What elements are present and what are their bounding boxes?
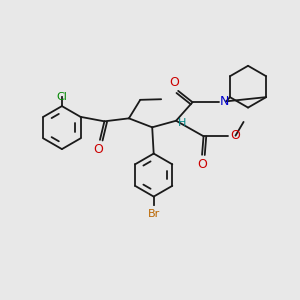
Text: Br: Br <box>148 208 160 218</box>
Text: O: O <box>169 76 178 89</box>
Text: N: N <box>220 94 230 107</box>
Text: O: O <box>94 143 103 156</box>
Text: Cl: Cl <box>56 92 67 102</box>
Text: O: O <box>230 129 240 142</box>
Text: O: O <box>198 158 208 171</box>
Text: H: H <box>178 118 186 128</box>
